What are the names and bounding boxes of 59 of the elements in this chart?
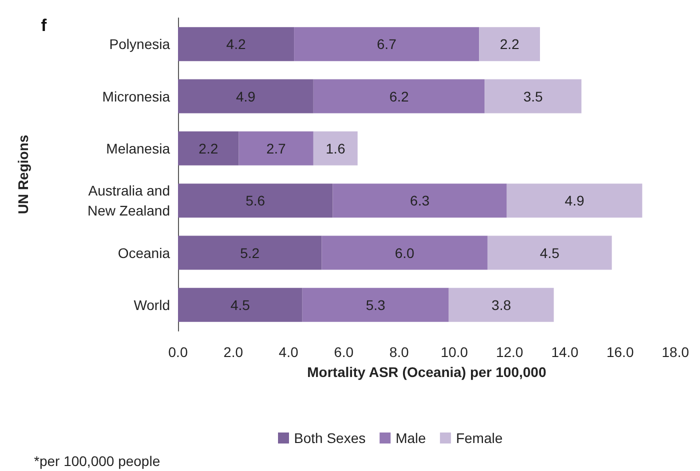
bar xyxy=(448,288,554,322)
chart-title: f xyxy=(41,16,47,35)
bar xyxy=(178,27,294,62)
data-label: 5.2 xyxy=(240,244,260,261)
data-label: 1.6 xyxy=(326,140,346,156)
y-tick-label: World xyxy=(134,296,170,313)
data-label: 6.7 xyxy=(376,36,397,52)
data-label: 4.5 xyxy=(540,244,560,261)
y-tick-label: Micronesia xyxy=(102,88,170,104)
legend-label: Female xyxy=(456,430,503,446)
y-axis-title: UN Regions xyxy=(15,134,31,214)
bar xyxy=(322,236,488,270)
bar xyxy=(479,27,540,62)
x-tick-label: 10.0 xyxy=(440,344,468,360)
bar xyxy=(178,184,333,218)
x-tick-label: 4.0 xyxy=(278,344,298,360)
x-tick-label: 6.0 xyxy=(334,344,354,360)
x-tick-label: 16.0 xyxy=(606,344,634,360)
data-label: 2.2 xyxy=(198,140,218,156)
data-label: 5.3 xyxy=(366,296,386,313)
bar xyxy=(302,288,449,322)
bar xyxy=(238,131,314,166)
bar xyxy=(506,184,642,218)
x-tick-label: 18.0 xyxy=(662,344,690,360)
bar xyxy=(178,131,239,166)
data-label: 4.9 xyxy=(564,192,584,209)
data-label: 6.2 xyxy=(389,88,409,104)
data-label: 3.8 xyxy=(492,296,512,313)
bar xyxy=(484,79,582,114)
y-tick-label: Polynesia xyxy=(109,36,170,52)
bar xyxy=(487,236,612,270)
text: *per 100,000 people xyxy=(34,453,160,469)
legend-label: Both Sexes xyxy=(294,430,366,446)
x-tick-label: 8.0 xyxy=(389,344,409,360)
data-label: 3.5 xyxy=(523,88,544,104)
y-tick-label: Melanesia xyxy=(106,140,170,156)
bar xyxy=(332,184,507,218)
data-label: 4.5 xyxy=(230,296,250,313)
data-label: 6.3 xyxy=(410,192,430,209)
data-label: 5.6 xyxy=(246,192,266,209)
x-tick-label: 14.0 xyxy=(551,344,579,360)
data-label: 4.9 xyxy=(236,88,256,104)
bar xyxy=(313,131,358,166)
x-tick-label: 0.0 xyxy=(168,344,188,360)
data-label: 2.2 xyxy=(500,36,520,52)
bar xyxy=(313,79,485,114)
bar xyxy=(294,27,480,62)
bar xyxy=(178,79,314,114)
y-tick-label: Australia and New Zealand xyxy=(88,182,170,219)
bar xyxy=(178,236,322,270)
bar xyxy=(178,288,302,322)
x-axis-title: Mortality ASR (Oceania) per 100,000 xyxy=(307,364,546,380)
data-label: 4.2 xyxy=(226,36,246,52)
legend-label: Male xyxy=(396,430,426,446)
y-tick-label: Oceania xyxy=(118,244,170,261)
x-tick-label: 12.0 xyxy=(496,344,524,360)
x-tick-label: 2.0 xyxy=(224,344,244,360)
data-label: 2.7 xyxy=(266,140,286,156)
data-label: 6.0 xyxy=(394,244,415,261)
